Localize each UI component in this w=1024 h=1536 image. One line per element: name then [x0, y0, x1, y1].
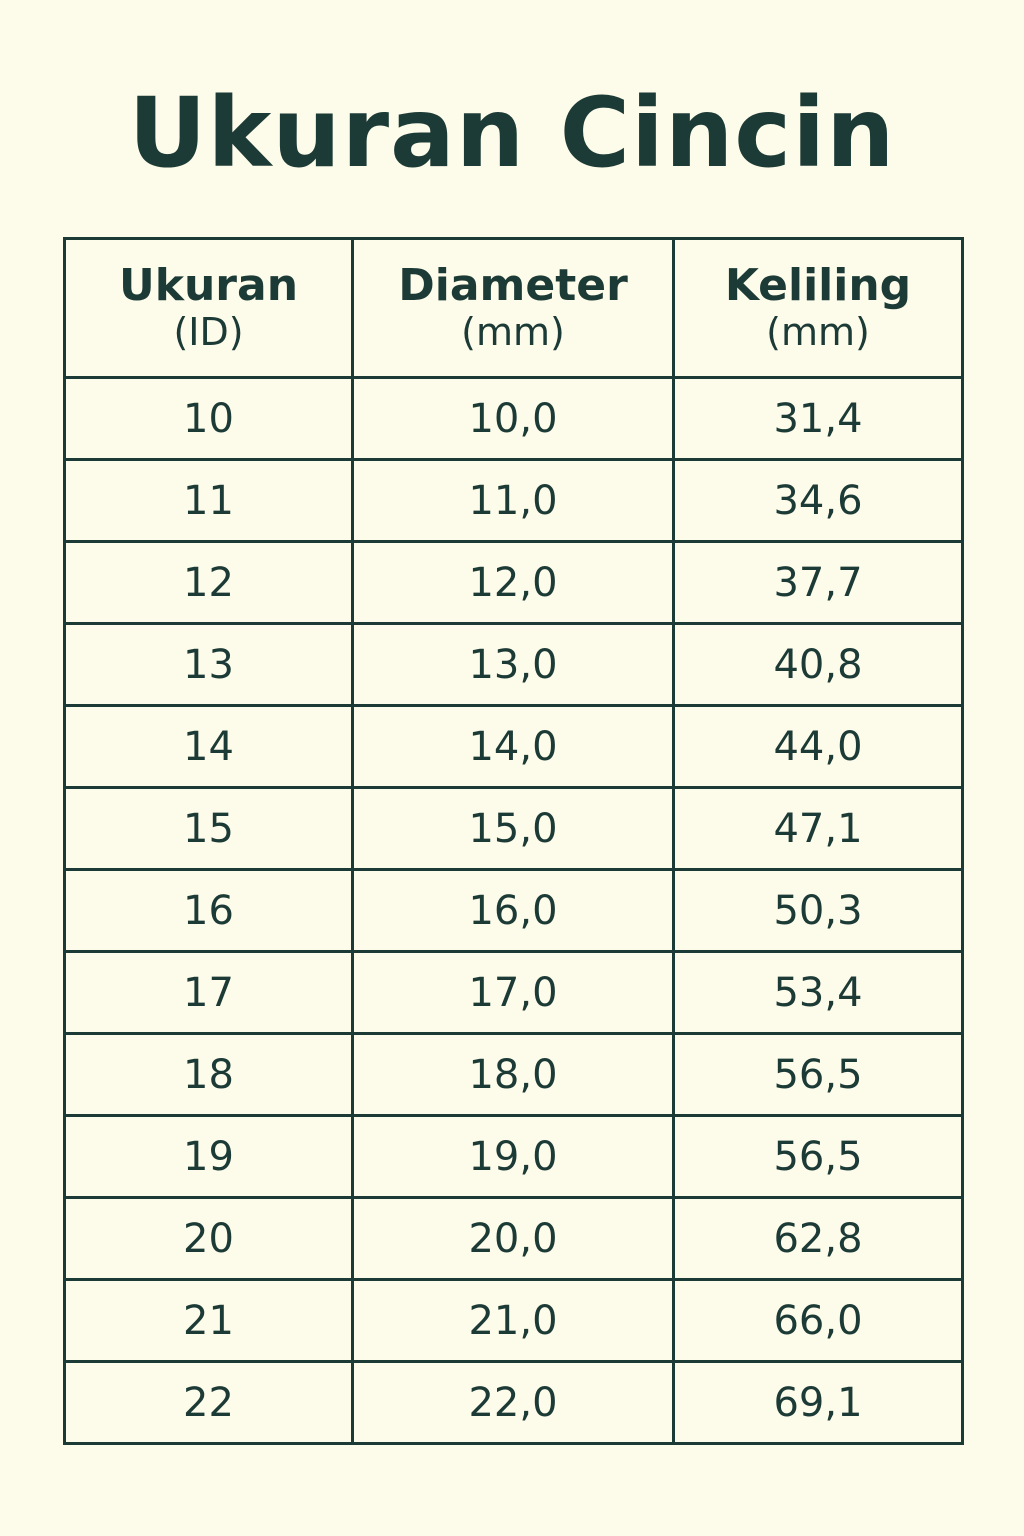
cell-circumference: 56,5: [672, 1114, 964, 1199]
table-row: 17 17,0 53,4: [63, 950, 964, 1035]
cell-diameter: 15,0: [351, 786, 675, 871]
cell-diameter: 19,0: [351, 1114, 675, 1199]
cell-size: 10: [63, 376, 354, 461]
cell-size: 13: [63, 622, 354, 707]
table-row: 20 20,0 62,8: [63, 1196, 964, 1281]
cell-diameter: 17,0: [351, 950, 675, 1035]
table-row: 14 14,0 44,0: [63, 704, 964, 789]
ring-size-table: Ukuran (ID) Diameter (mm) Keliling (mm) …: [63, 237, 964, 1445]
header-label: Diameter: [398, 260, 628, 311]
cell-size: 20: [63, 1196, 354, 1281]
table-row: 19 19,0 56,5: [63, 1114, 964, 1199]
header-label: Ukuran: [118, 260, 299, 311]
page-title: Ukuran Cincin: [128, 77, 896, 189]
cell-size: 14: [63, 704, 354, 789]
header-ukuran: Ukuran (ID): [63, 237, 354, 379]
cell-diameter: 16,0: [351, 868, 675, 953]
cell-diameter: 18,0: [351, 1032, 675, 1117]
table-row: 11 11,0 34,6: [63, 458, 964, 543]
cell-diameter: 21,0: [351, 1278, 675, 1363]
cell-circumference: 37,7: [672, 540, 964, 625]
header-label: Keliling: [724, 260, 912, 311]
cell-diameter: 11,0: [351, 458, 675, 543]
cell-diameter: 13,0: [351, 622, 675, 707]
header-unit: (ID): [173, 310, 244, 354]
table-row: 16 16,0 50,3: [63, 868, 964, 953]
cell-size: 12: [63, 540, 354, 625]
cell-size: 22: [63, 1360, 354, 1445]
cell-diameter: 20,0: [351, 1196, 675, 1281]
table-row: 13 13,0 40,8: [63, 622, 964, 707]
header-keliling: Keliling (mm): [672, 237, 964, 379]
cell-diameter: 10,0: [351, 376, 675, 461]
cell-circumference: 47,1: [672, 786, 964, 871]
cell-circumference: 53,4: [672, 950, 964, 1035]
cell-circumference: 40,8: [672, 622, 964, 707]
cell-circumference: 62,8: [672, 1196, 964, 1281]
cell-circumference: 34,6: [672, 458, 964, 543]
cell-size: 15: [63, 786, 354, 871]
table-body: 10 10,0 31,4 11 11,0 34,6 12 12,0 37,7 13 13,0 40,8…: [63, 376, 964, 1445]
cell-circumference: 31,4: [672, 376, 964, 461]
header-unit: (mm): [461, 310, 565, 354]
cell-size: 16: [63, 868, 354, 953]
cell-diameter: 22,0: [351, 1360, 675, 1445]
header-diameter: Diameter (mm): [351, 237, 675, 379]
cell-diameter: 12,0: [351, 540, 675, 625]
table-row: 21 21,0 66,0: [63, 1278, 964, 1363]
cell-size: 11: [63, 458, 354, 543]
cell-diameter: 14,0: [351, 704, 675, 789]
cell-size: 19: [63, 1114, 354, 1199]
table-header-row: Ukuran (ID) Diameter (mm) Keliling (mm): [63, 237, 964, 379]
header-unit: (mm): [766, 310, 870, 354]
table-row: 12 12,0 37,7: [63, 540, 964, 625]
cell-circumference: 44,0: [672, 704, 964, 789]
cell-size: 17: [63, 950, 354, 1035]
cell-circumference: 66,0: [672, 1278, 964, 1363]
table-row: 10 10,0 31,4: [63, 376, 964, 461]
table-row: 15 15,0 47,1: [63, 786, 964, 871]
cell-size: 18: [63, 1032, 354, 1117]
cell-circumference: 50,3: [672, 868, 964, 953]
cell-size: 21: [63, 1278, 354, 1363]
cell-circumference: 56,5: [672, 1032, 964, 1117]
cell-circumference: 69,1: [672, 1360, 964, 1445]
table-row: 22 22,0 69,1: [63, 1360, 964, 1445]
table-row: 18 18,0 56,5: [63, 1032, 964, 1117]
